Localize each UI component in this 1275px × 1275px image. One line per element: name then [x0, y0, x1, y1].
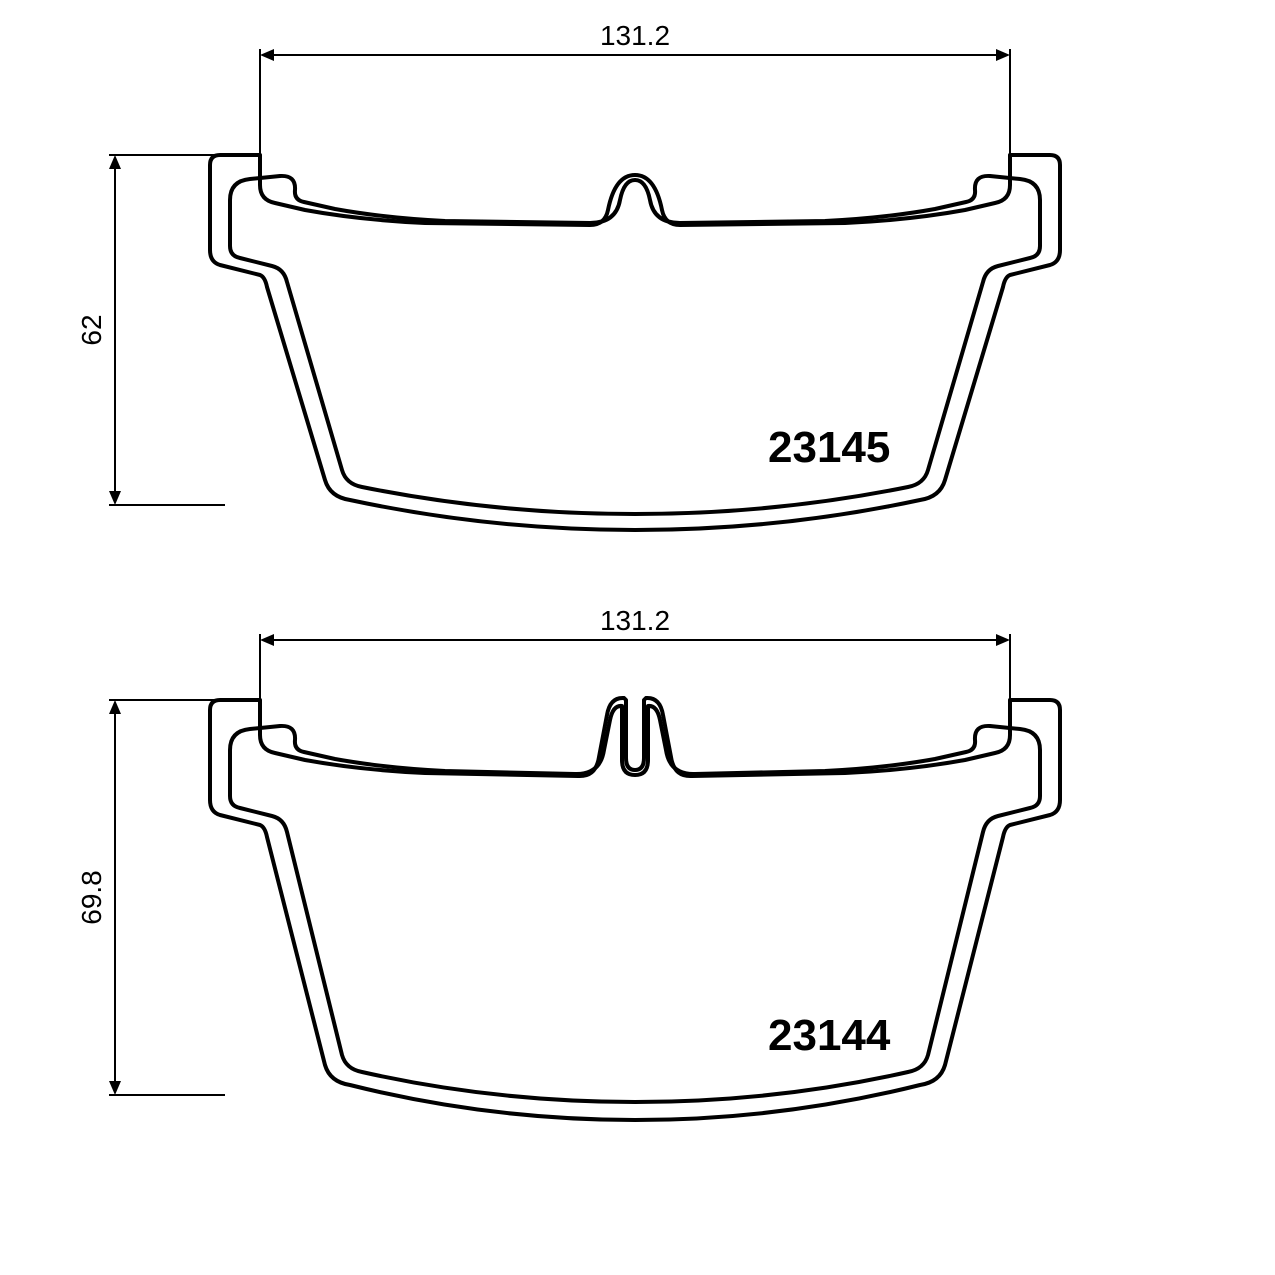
bottom-part-number: 23144	[768, 1011, 891, 1060]
technical-drawing: 131.2 62 23145 131.2 69.8 23144	[0, 0, 1275, 1275]
svg-text:69.8: 69.8	[76, 870, 107, 925]
top-pad-group: 131.2 62 23145	[76, 20, 1060, 530]
bottom-width-dimension: 131.2	[260, 605, 1010, 700]
svg-text:62: 62	[76, 314, 107, 345]
top-part-number: 23145	[768, 423, 890, 472]
top-width-dimension: 131.2	[260, 20, 1010, 155]
bottom-pad-group: 131.2 69.8 23144	[76, 605, 1060, 1120]
top-height-dimension: 62	[76, 155, 225, 505]
svg-text:131.2: 131.2	[600, 20, 670, 51]
svg-text:131.2: 131.2	[600, 605, 670, 636]
bottom-height-dimension: 69.8	[76, 700, 225, 1095]
top-pad-inner	[230, 176, 1040, 514]
